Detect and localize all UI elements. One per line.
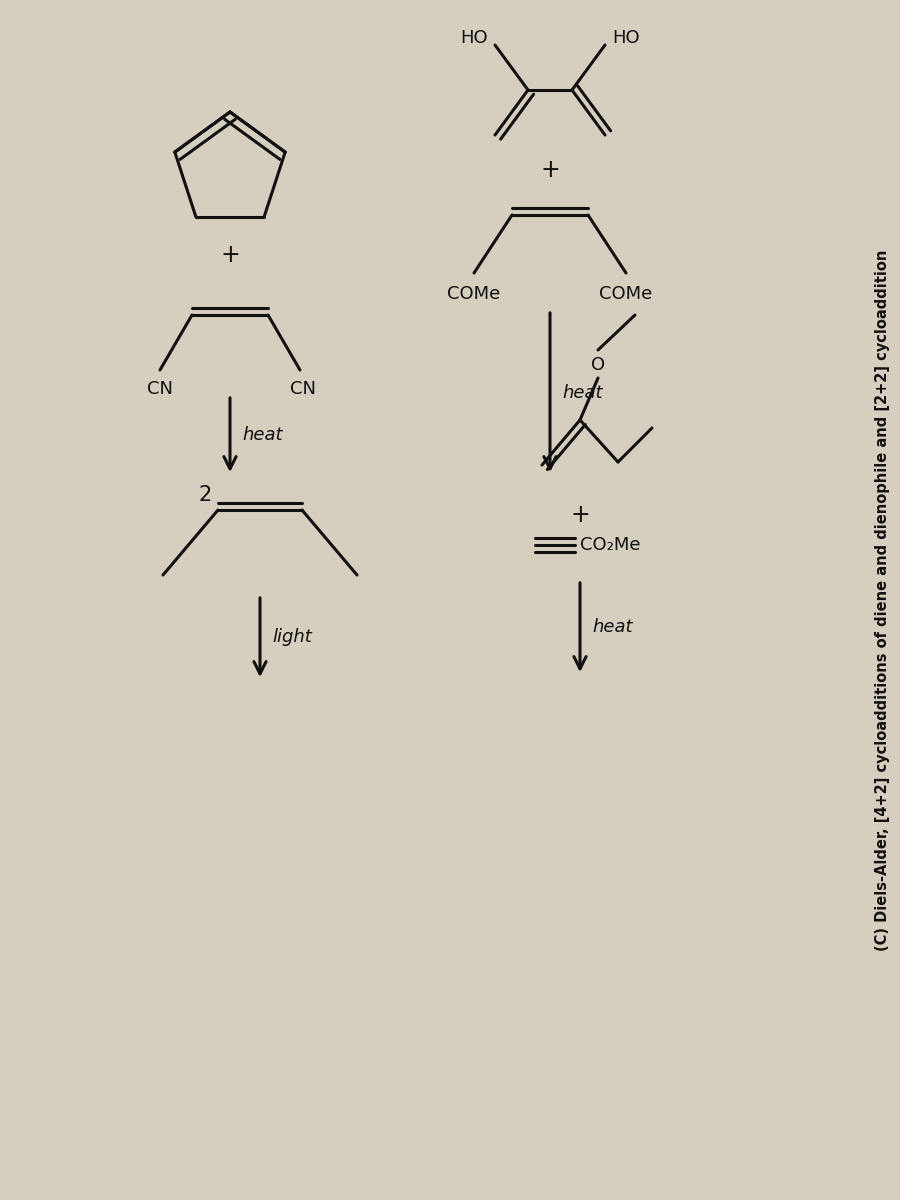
Text: O: O <box>591 356 605 374</box>
Text: 2: 2 <box>198 485 212 505</box>
Text: (C) Diels-Alder, [4+2] cycloadditions of diene and dienophile and [2+2] cycloadd: (C) Diels-Alder, [4+2] cycloadditions of… <box>875 250 889 950</box>
Text: CN: CN <box>290 380 316 398</box>
Text: heat: heat <box>562 384 602 402</box>
Text: heat: heat <box>242 426 283 444</box>
Text: +: + <box>570 503 590 527</box>
Text: HO: HO <box>612 29 640 47</box>
Text: COMe: COMe <box>447 284 500 302</box>
Text: light: light <box>272 629 311 647</box>
Text: CN: CN <box>147 380 173 398</box>
Text: CO₂Me: CO₂Me <box>580 536 641 554</box>
Text: heat: heat <box>592 618 633 636</box>
Text: COMe: COMe <box>599 284 652 302</box>
Text: +: + <box>540 158 560 182</box>
Text: HO: HO <box>461 29 488 47</box>
Text: +: + <box>220 242 240 268</box>
